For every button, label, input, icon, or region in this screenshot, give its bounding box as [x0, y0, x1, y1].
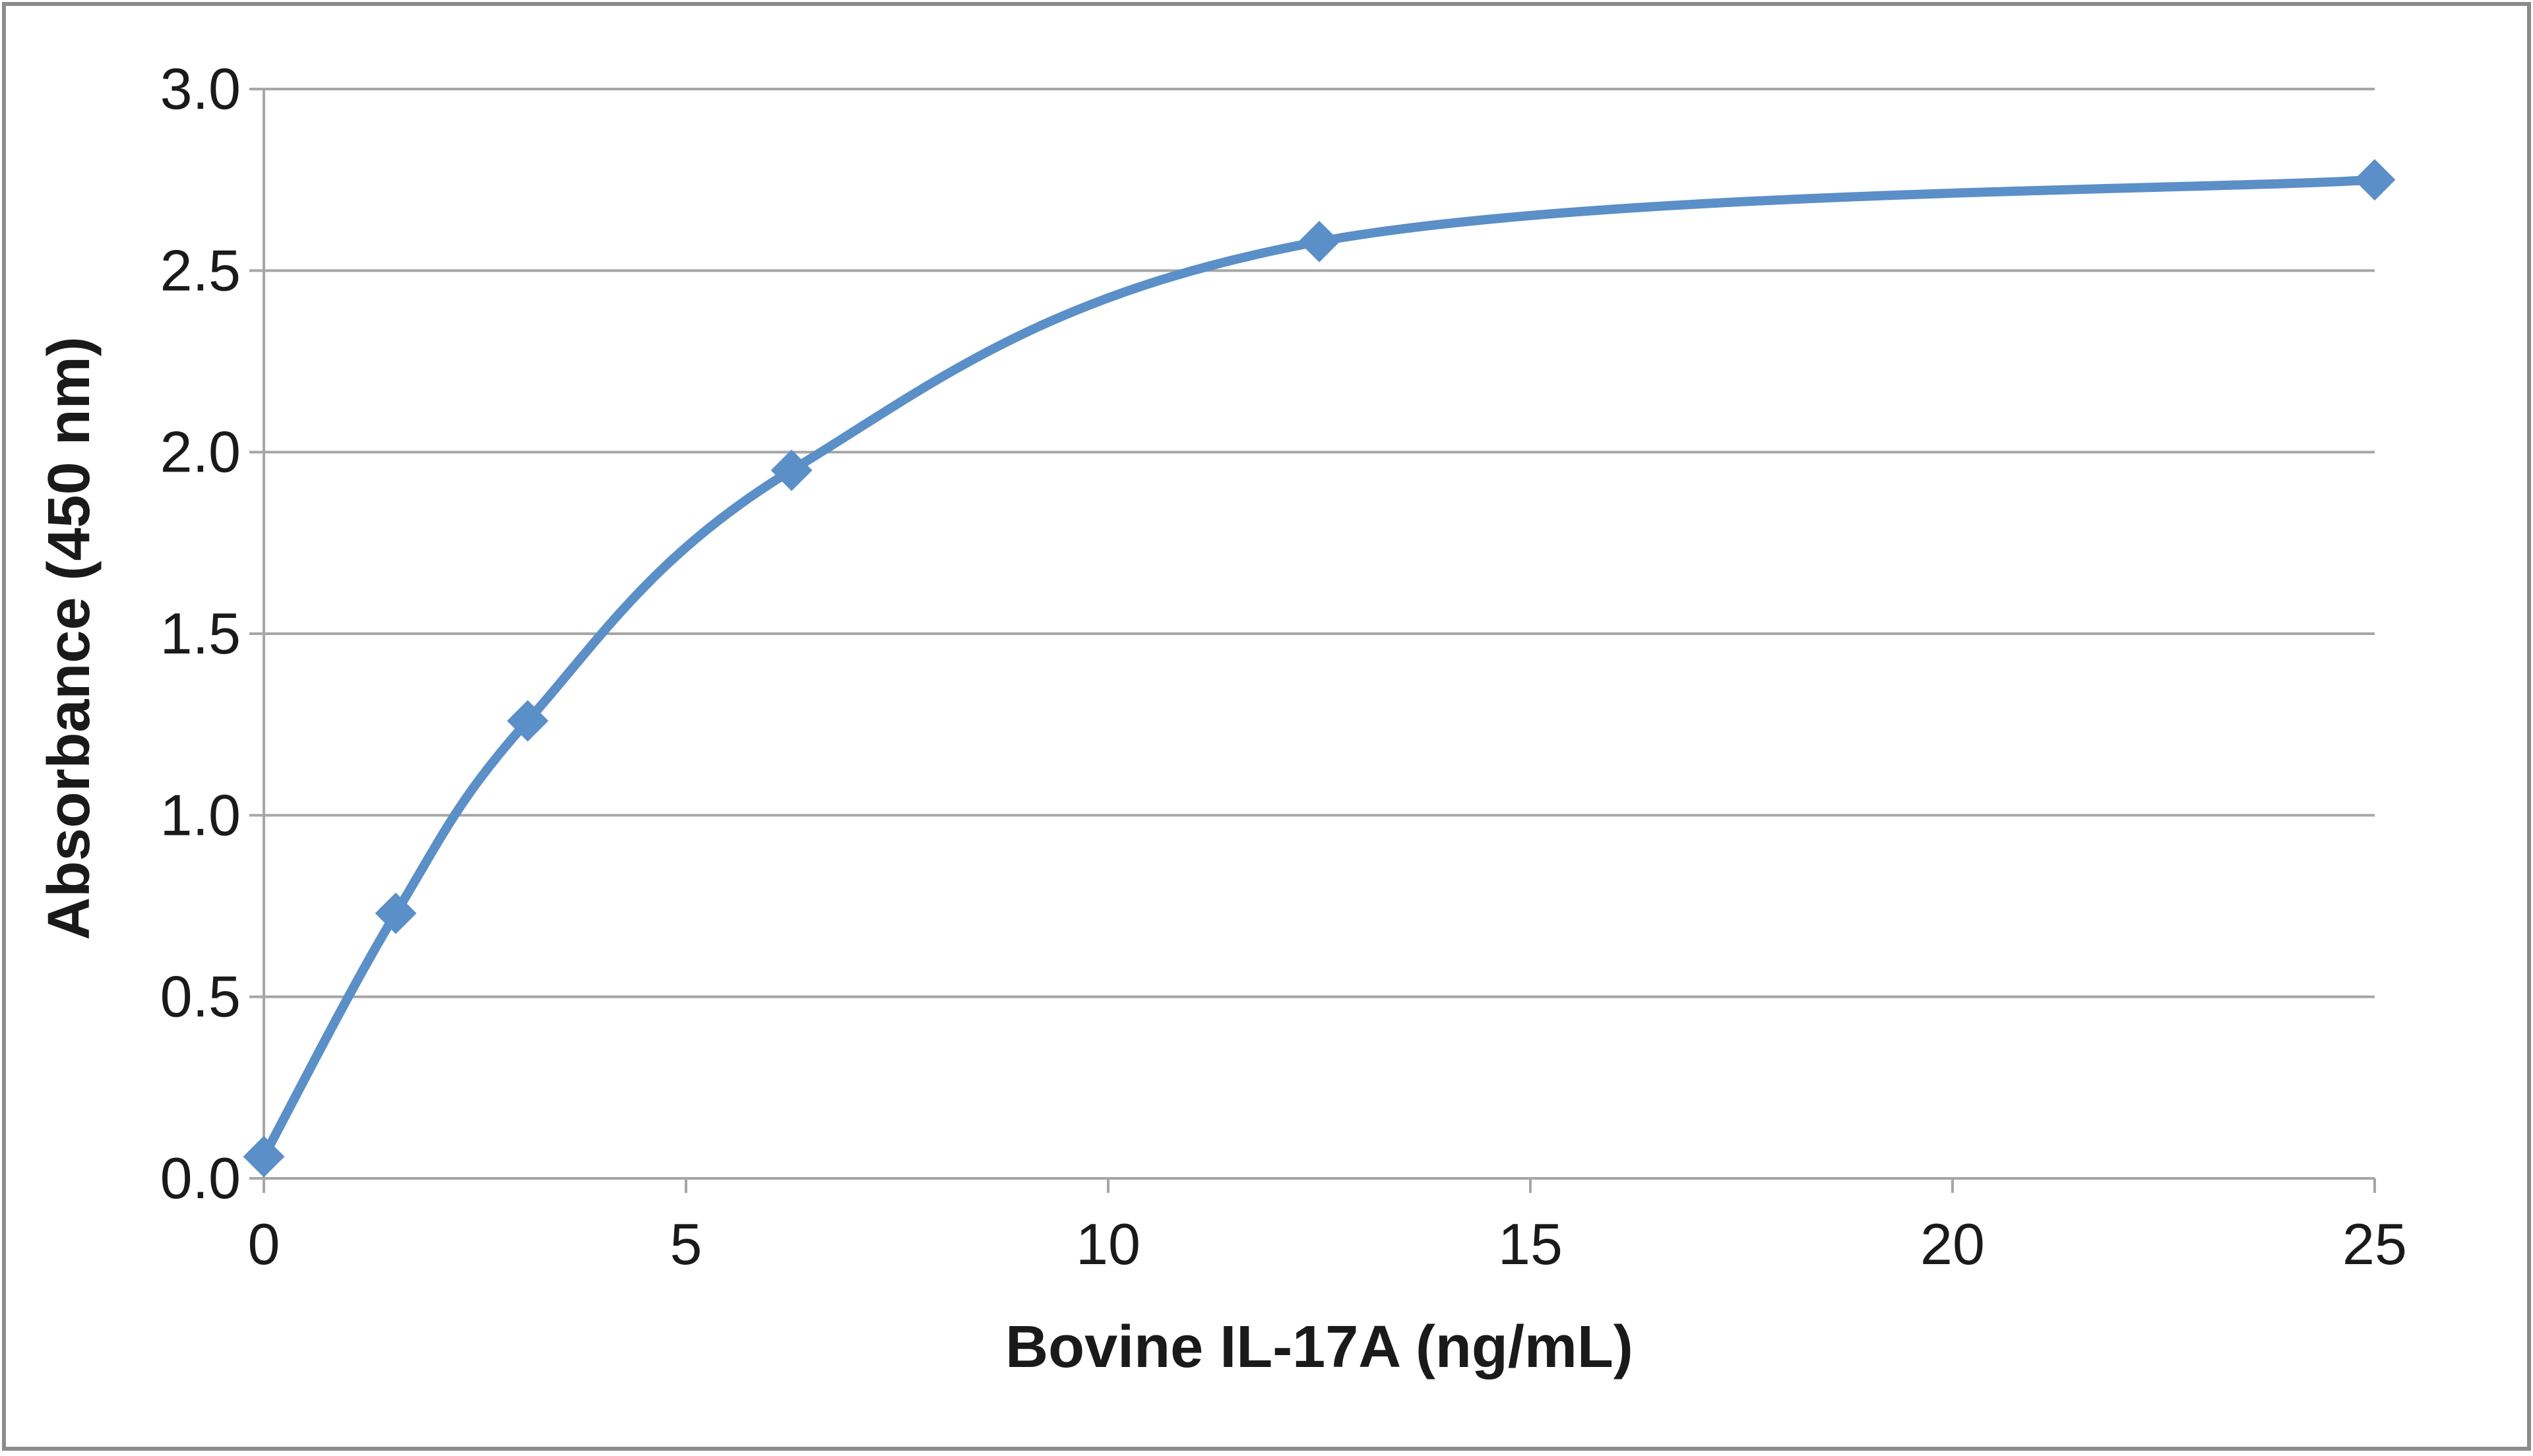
x-tick-label: 20: [1920, 1211, 1985, 1277]
y-tick-label: 0.5: [160, 964, 241, 1029]
data-point-4: [1298, 220, 1340, 262]
data-point-0: [243, 1136, 285, 1178]
data-point-2: [507, 700, 549, 742]
data-point-5: [2354, 159, 2396, 201]
data-point-3: [770, 449, 813, 491]
data-point-1: [375, 892, 417, 934]
x-tick-label: 25: [2342, 1211, 2407, 1277]
gridlines: [264, 88, 2375, 998]
data-markers: [243, 159, 2396, 1178]
x-tick-label: 10: [1076, 1211, 1141, 1277]
x-tick-label: 0: [248, 1211, 280, 1277]
x-axis-label: Bovine IL-17A (ng/mL): [1005, 1314, 1633, 1380]
y-tick-label: 2.0: [160, 419, 241, 485]
y-tick-label: 1.0: [160, 782, 241, 847]
y-tick-label: 3.0: [160, 56, 241, 121]
y-axis-label: Absorbance (450 nm): [36, 336, 102, 940]
x-tick-label: 5: [670, 1211, 703, 1277]
x-tick-label: 15: [1498, 1211, 1563, 1277]
y-tick-label: 2.5: [160, 237, 241, 303]
y-tick-labels: 0.0 0.5 1.0 1.5 2.0 2.5 3.0: [160, 56, 241, 1211]
y-tick-label: 1.5: [160, 601, 241, 666]
x-tick-labels: 0 5 10 15 20 25: [248, 1211, 2407, 1277]
axes: [249, 88, 2376, 1193]
y-tick-label: 0.0: [160, 1145, 241, 1211]
